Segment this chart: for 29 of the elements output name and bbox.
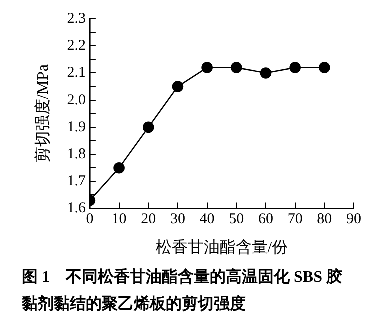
- point: [172, 81, 184, 92]
- y-tick-label: 1.9: [67, 119, 86, 136]
- point: [142, 122, 154, 134]
- x-tick-label: 0: [86, 212, 94, 228]
- y-axis-title: 剪切强度/MPa: [34, 64, 52, 164]
- y-tick-label: 2.3: [67, 10, 86, 27]
- point: [114, 162, 125, 174]
- point: [319, 62, 330, 74]
- x-tick-label: 80: [317, 212, 332, 228]
- y-tick-label: 2.1: [67, 65, 86, 82]
- text: 图 1 不同松香甘油酯含量的高温固化 SBS 胶黏剂黏结的聚乙烯板的剪切强度: [22, 267, 344, 315]
- x-tick-label: 20: [141, 212, 156, 228]
- y-tick-label: 1.6: [67, 200, 86, 217]
- y-tick-label: 1.8: [67, 146, 86, 163]
- point: [290, 62, 301, 74]
- x-tick-label: 10: [112, 212, 127, 228]
- x-tick-label: 30: [170, 212, 186, 228]
- x-tick-label: 90: [346, 212, 362, 228]
- point: [202, 62, 213, 74]
- y-tick-label: 1.7: [67, 174, 86, 190]
- x-tick-label: 60: [258, 212, 274, 228]
- x-tick-label: 50: [229, 212, 244, 228]
- x-axis-title: 松香甘油酯含量/份: [156, 238, 288, 257]
- x-tick-label: 70: [288, 212, 303, 228]
- x-tick-label: 40: [200, 212, 215, 228]
- y-tick-label: 2.0: [67, 92, 86, 108]
- point: [230, 62, 242, 74]
- y-tick-label: 2.2: [67, 38, 86, 54]
- point: [260, 68, 272, 79]
